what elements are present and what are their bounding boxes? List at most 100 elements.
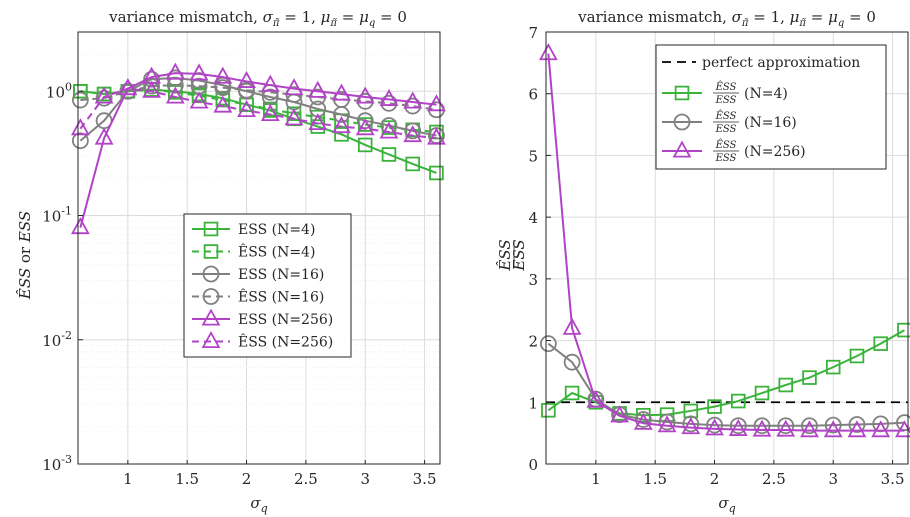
right-data-point	[729, 417, 747, 435]
left-data-point	[142, 80, 161, 98]
right-y-tick-label: 3	[528, 271, 538, 289]
right-data-point	[539, 335, 557, 353]
left-y-tick-label: 10-1	[42, 205, 72, 226]
right-data-point	[706, 416, 723, 434]
left-legend-label: ÊSS (N=4)	[238, 243, 315, 261]
right-data-point	[778, 377, 794, 393]
left-data-point	[380, 117, 398, 134]
right-series-line	[547, 53, 905, 432]
left-data-point	[166, 76, 184, 94]
left-y-tick-label: 10-2	[42, 329, 72, 350]
right-y-tick-label: 0	[528, 456, 538, 474]
right-data-point	[682, 415, 700, 433]
right-legend-label: (N=16)	[744, 115, 797, 131]
right-data-point	[586, 390, 606, 408]
left-x-tick-label: 2	[242, 470, 252, 488]
right-x-axis-label: σq	[718, 494, 735, 515]
left-data-point	[213, 66, 233, 84]
left-chart: variance mismatch, σπ̃ = 1, μπ̃ = μq = 0…	[16, 8, 446, 515]
right-data-point	[538, 43, 558, 61]
right-data-point	[873, 336, 888, 351]
right-y-tick-label: 7	[528, 24, 538, 42]
left-series-line	[79, 87, 437, 140]
right-data-point	[802, 370, 817, 385]
right-data-point	[824, 416, 842, 434]
left-data-point	[429, 165, 444, 181]
left-x-tick-label: 2.5	[294, 470, 318, 488]
right-y-tick-label: 4	[528, 209, 538, 227]
left-x-tick-label: 3	[360, 470, 370, 488]
left-x-tick-label: 1.5	[175, 470, 199, 488]
left-data-point	[260, 104, 280, 122]
right-ticks: 1 1.5 2 2.5 3 3.5 0 1 2 3 4 5 6 7	[528, 24, 904, 488]
right-chart-title: variance mismatch, σπ̃ = 1, μπ̃ = μq = 0	[577, 8, 876, 29]
left-data-point	[403, 91, 423, 109]
left-x-axis-label: σq	[250, 494, 267, 515]
left-data-point	[70, 118, 90, 136]
right-data-point	[847, 420, 867, 438]
left-legend-marker	[202, 265, 220, 283]
left-data-point	[355, 118, 375, 136]
right-data-point	[633, 412, 653, 430]
right-x-tick-label: 2	[710, 470, 720, 488]
left-data-point	[379, 88, 399, 106]
left-legend: ESS (N=4) ÊSS (N=4) ESS (N=16) ÊSS (N=16) ES…	[183, 213, 352, 358]
left-legend-marker	[202, 288, 220, 305]
right-legend-fraction-numerator: ÊSS	[715, 110, 737, 122]
right-data-point	[564, 385, 580, 401]
right-data-point	[823, 420, 843, 438]
left-legend-label: ÊSS (N=256)	[238, 333, 333, 351]
left-data-point	[381, 147, 397, 162]
left-x-tick-label: 1	[123, 470, 133, 488]
right-data-point	[848, 416, 866, 433]
right-data-point	[871, 420, 891, 438]
left-y-tick-label: 10-3	[42, 453, 72, 474]
left-data-point	[237, 100, 256, 118]
left-data-point	[379, 121, 399, 139]
right-x-tick-label: 2.5	[762, 470, 786, 488]
left-data-point	[334, 127, 349, 142]
left-data-point	[71, 91, 89, 109]
right-series-2	[538, 43, 910, 438]
right-x-tick-label: 1.5	[643, 470, 667, 488]
left-data-point	[238, 81, 255, 99]
right-data-point	[754, 385, 770, 401]
right-legend-fraction-denominator: ESS	[715, 124, 737, 135]
right-chart: variance mismatch, σπ̃ = 1, μπ̃ = μq = 0…	[496, 8, 910, 515]
right-data-point	[752, 419, 772, 437]
right-data-point	[801, 417, 818, 435]
right-data-point	[634, 411, 652, 428]
left-data-point	[73, 84, 88, 99]
right-data-point	[563, 353, 581, 371]
left-series-layer	[70, 62, 446, 235]
left-y-tick-label: 100	[46, 80, 72, 101]
left-data-point	[404, 122, 422, 140]
right-legend-box	[655, 44, 887, 170]
right-legend-label: (N=256)	[744, 144, 806, 160]
right-data-point	[707, 399, 722, 414]
right-data-point	[610, 405, 629, 423]
left-axes-box	[77, 31, 441, 465]
left-data-point	[95, 89, 113, 107]
right-data-point	[777, 417, 795, 435]
left-data-point	[119, 82, 137, 100]
left-data-point	[332, 83, 351, 101]
left-data-point	[308, 80, 328, 98]
left-series-line	[80, 84, 437, 111]
right-data-point	[541, 403, 556, 418]
left-legend-marker	[203, 221, 219, 237]
right-x-tick-label: 3.5	[881, 470, 905, 488]
right-legend-reference-label: perfect approximation	[702, 55, 860, 71]
left-series-line	[79, 76, 437, 142]
left-data-point	[237, 70, 256, 88]
right-y-axis-label: ÊSS ESS	[496, 239, 528, 271]
right-legend-fraction-numerator: ÊSS	[715, 81, 737, 93]
right-y-tick-label: 5	[528, 147, 538, 165]
left-data-point	[118, 78, 138, 96]
right-legend-marker	[674, 85, 690, 101]
left-data-point	[71, 132, 89, 150]
right-data-point	[659, 407, 675, 422]
left-legend-label: ESS (N=16)	[238, 267, 324, 283]
right-x-tick-label: 3	[828, 470, 838, 488]
